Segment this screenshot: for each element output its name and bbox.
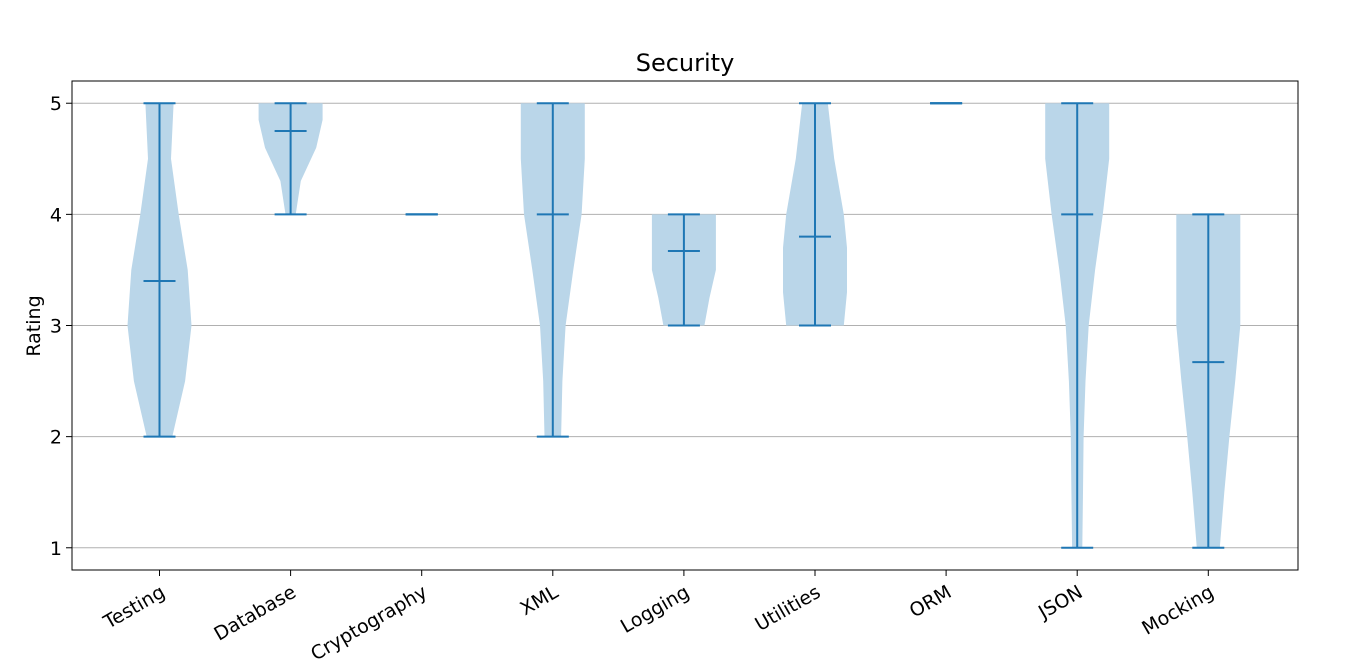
violin-statistic-lines [143, 102, 1225, 549]
x-tick-label: XML [516, 581, 562, 620]
x-axis-ticks: Testing Database Cryptography XML Logging Uti… [99, 570, 1218, 665]
x-tick-label: Logging [617, 581, 693, 638]
y-axis-ticks: 1 2 3 4 5 [50, 93, 72, 560]
y-tick-label: 3 [50, 316, 62, 338]
y-tick-label: 1 [50, 538, 62, 560]
y-axis-label: Rating [23, 295, 45, 356]
x-tick-label: Mocking [1138, 581, 1217, 639]
x-tick-label: JSON [1034, 581, 1086, 624]
x-tick-label: Testing [99, 581, 169, 634]
y-tick-label: 2 [50, 427, 62, 449]
x-tick-label: ORM [906, 581, 956, 622]
chart-title: Security [636, 49, 735, 77]
y-tick-label: 4 [50, 204, 62, 226]
y-tick-label: 5 [50, 93, 62, 115]
x-tick-label: Database [210, 581, 300, 645]
x-tick-label: Cryptography [307, 581, 431, 665]
x-tick-label: Utilities [751, 581, 824, 636]
